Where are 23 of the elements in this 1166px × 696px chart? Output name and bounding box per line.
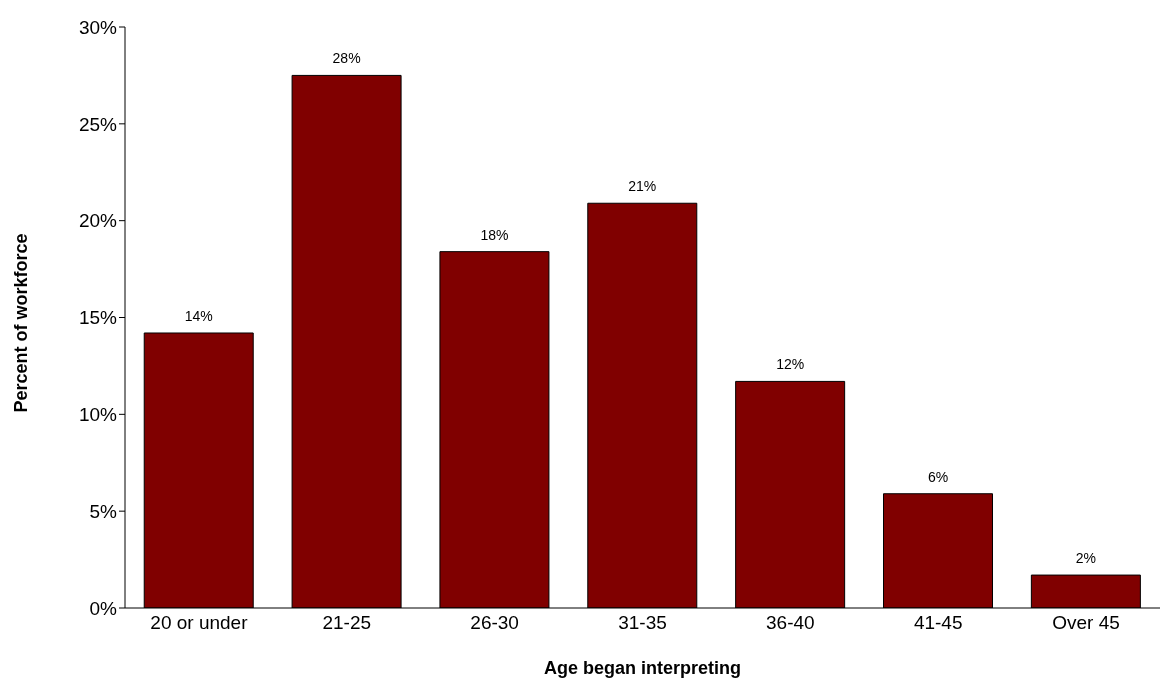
x-tick-label: 20 or under xyxy=(150,612,249,634)
x-tick-label: 21-25 xyxy=(322,612,372,634)
data-label: 18% xyxy=(480,226,509,243)
x-tick-label: Over 45 xyxy=(1052,612,1120,634)
data-label: 12% xyxy=(776,356,805,373)
data-label: 14% xyxy=(184,307,213,324)
data-label: 21% xyxy=(628,178,657,195)
y-axis-title: Percent of workforce xyxy=(11,233,32,413)
data-label: 28% xyxy=(332,50,361,67)
y-tick-label: 10% xyxy=(78,404,118,426)
y-tick-label: 15% xyxy=(78,307,118,329)
y-tick-label: 25% xyxy=(78,113,118,135)
y-tick-label: 5% xyxy=(89,500,118,522)
y-tick-label: 0% xyxy=(89,597,118,619)
y-tick-label: 30% xyxy=(78,16,118,38)
x-tick-label: 36-40 xyxy=(766,612,815,634)
y-tick-label: 20% xyxy=(78,210,118,232)
x-tick-label: 31-35 xyxy=(618,612,667,634)
x-tick-label: 26-30 xyxy=(470,612,519,634)
x-tick-label: 41-45 xyxy=(913,612,963,634)
x-axis-title: Age began interpreting xyxy=(543,658,742,678)
data-label: 6% xyxy=(927,468,949,485)
data-label: 2% xyxy=(1075,550,1096,567)
